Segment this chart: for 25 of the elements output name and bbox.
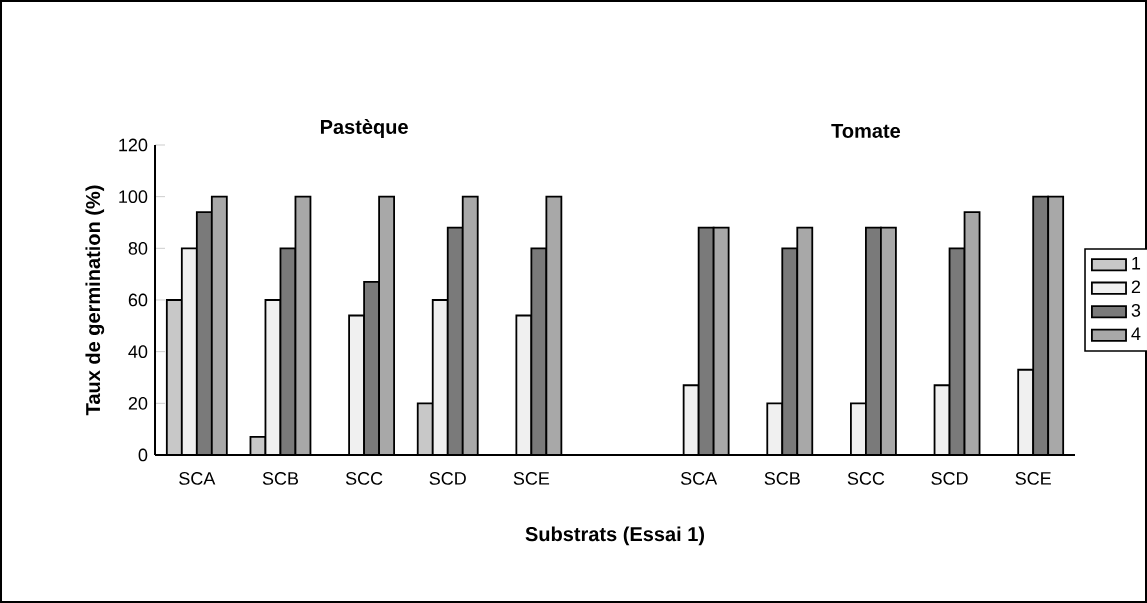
x-tick-label: SCB	[262, 472, 299, 485]
legend-label: 2	[1131, 280, 1141, 293]
y-tick-label: 120	[119, 138, 148, 152]
x-tick-label: SCD	[429, 472, 466, 485]
x-tick-label: SCA	[179, 472, 216, 485]
y-tick-label: 20	[128, 396, 148, 410]
y-tick-label: 60	[128, 293, 148, 307]
y-axis-title: Taux de germination (%)	[85, 185, 105, 416]
legend-label: 3	[1131, 303, 1141, 317]
x-tick-label: SCB	[764, 472, 800, 485]
x-tick-label: SCC	[345, 472, 383, 485]
x-tick-label: SCE	[1015, 472, 1051, 485]
x-tick-label: SCE	[513, 472, 550, 485]
text: Tomate	[831, 123, 901, 138]
x-tick-label: SCA	[680, 472, 718, 485]
y-tick-label: 0	[138, 448, 148, 462]
legend-label: 1	[1132, 257, 1141, 270]
y-tick-label: 80	[128, 241, 148, 255]
x-tick-label: SCC	[847, 472, 885, 485]
text: Pastèque	[320, 119, 408, 138]
y-tick-label: 100	[119, 190, 148, 204]
legend-label: 4	[1131, 327, 1141, 340]
x-axis-title: Substrats (Essai 1)	[525, 526, 705, 546]
x-tick-label: SCD	[931, 472, 968, 485]
y-tick-label: 40	[128, 345, 148, 359]
